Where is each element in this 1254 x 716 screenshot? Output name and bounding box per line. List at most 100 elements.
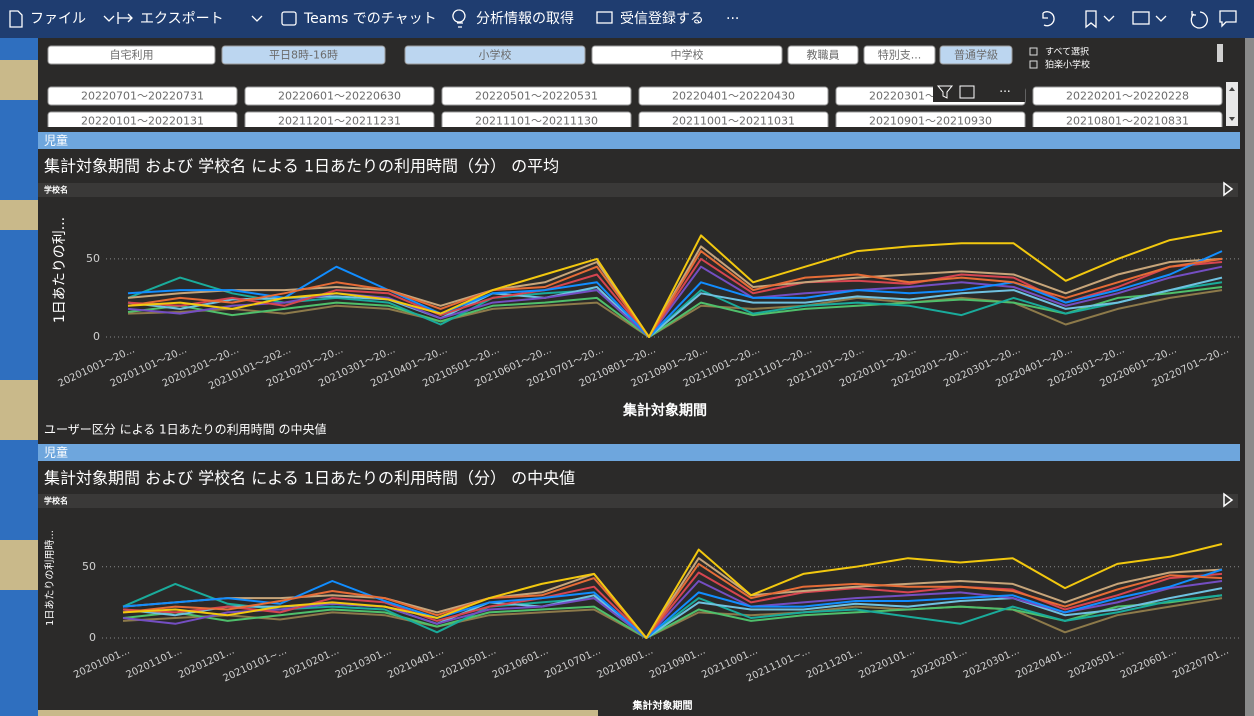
slicer-label: 小学校 — [479, 48, 512, 62]
chart-title: 集計対象期間 および 学校名 による 1日あたりの利用時間（分） の平均 — [44, 157, 559, 176]
legend-next[interactable] — [1223, 181, 1234, 197]
series-line — [122, 562, 1223, 639]
date-button[interactable] — [1032, 86, 1223, 106]
backdrop — [0, 380, 38, 440]
y-tick-label: 50 — [86, 252, 100, 265]
slicer-button[interactable] — [863, 45, 936, 65]
slicer-button[interactable] — [404, 45, 586, 65]
visual-title: ユーザー区分 による 1日あたりの利用時間 の中央値 — [44, 422, 326, 437]
slicers: 自宅利用 平日8時-16時 小学校 中学校 教職員 特別支... 普通学級 すべて選択狛楽小学… — [47, 45, 1223, 130]
legend-bar — [38, 494, 1238, 508]
export-icon — [117, 12, 133, 24]
backdrop — [0, 200, 38, 230]
series-line — [122, 580, 1223, 639]
date-button[interactable] — [244, 86, 435, 106]
legend-bar — [38, 183, 1238, 197]
toolbar-item[interactable]: 分析情報の取得 — [476, 10, 574, 27]
date-label: 20220201～20220228 — [1066, 90, 1189, 103]
legend-title: 学校名 — [44, 496, 68, 506]
slicer-label: 中学校 — [671, 48, 704, 62]
chevron — [103, 15, 115, 22]
y-tick-label: 0 — [93, 330, 100, 343]
more-options[interactable]: ··· — [999, 85, 1010, 99]
series-line — [127, 289, 1223, 338]
bookmark-icon — [1085, 10, 1097, 29]
slicer-button[interactable] — [221, 45, 386, 65]
backdrop — [38, 710, 598, 716]
toolbar-item[interactable]: ファイル — [30, 11, 86, 27]
chevron — [1103, 15, 1115, 22]
checkbox-label: すべて選択 — [1045, 46, 1089, 58]
file-icon — [9, 10, 23, 28]
date-button[interactable] — [638, 111, 829, 130]
slicer-label: 自宅利用 — [110, 48, 154, 62]
date-button[interactable] — [47, 111, 238, 130]
date-label: 20220601～20220630 — [278, 90, 401, 103]
toolbar — [0, 0, 1254, 38]
y-tick-label: 0 — [89, 631, 96, 644]
slicer-button[interactable] — [787, 45, 859, 65]
date-button[interactable] — [441, 111, 632, 130]
date-button[interactable] — [1032, 111, 1223, 130]
slicer-label: 特別支... — [878, 48, 922, 62]
visual-header-icons: ··· — [933, 82, 1025, 102]
toolbar-item[interactable]: ··· — [726, 11, 739, 27]
refresh-icon — [1190, 11, 1208, 29]
series-line — [127, 250, 1223, 338]
series-line — [122, 594, 1223, 639]
filter-icon[interactable] — [936, 85, 954, 99]
report-canvas — [38, 38, 1245, 716]
series-line — [122, 582, 1223, 639]
section-header — [38, 444, 1240, 461]
y-tick-label: 50 — [82, 560, 96, 573]
checkbox[interactable] — [1029, 47, 1038, 56]
toolbar-item[interactable]: Teams でのチャット — [303, 11, 437, 27]
date-label: 20211001～20211031 — [672, 115, 795, 128]
slicer-button[interactable] — [47, 45, 216, 65]
date-button[interactable] — [47, 86, 238, 106]
scroll-thumb — [1217, 44, 1223, 62]
slicer-button[interactable] — [939, 45, 1013, 65]
backdrop — [0, 0, 38, 716]
date-scrollbar[interactable] — [1226, 82, 1238, 126]
series-line — [127, 286, 1223, 338]
date-button[interactable] — [638, 86, 829, 106]
slicer-label: 普通学級 — [954, 48, 998, 62]
x-axis-title: 集計対象期間 — [632, 699, 693, 712]
backdrop — [0, 540, 38, 590]
series-line — [122, 568, 1223, 639]
x-axis-title: 集計対象期間 — [622, 402, 707, 419]
date-button[interactable] — [441, 86, 632, 106]
series-line — [122, 543, 1223, 639]
reset-icon — [1042, 11, 1055, 27]
y-axis-title: 1日あたりの利用時... — [44, 530, 56, 626]
icon-bg — [933, 82, 1025, 102]
teams-icon — [281, 11, 297, 26]
section-header-label: 児童 — [44, 133, 68, 148]
slicer-label: 教職員 — [807, 49, 840, 62]
slicer-button[interactable] — [591, 45, 783, 65]
scrollbar-edge — [1245, 38, 1254, 716]
series-line — [127, 276, 1223, 338]
checkbox[interactable] — [1029, 60, 1038, 69]
section-header-label: 児童 — [44, 445, 68, 460]
date-label: 20211201～20211231 — [278, 115, 401, 128]
date-label: 20220101～20220131 — [81, 115, 204, 128]
date-button[interactable] — [244, 111, 435, 130]
date-label: 20220401～20220430 — [672, 90, 795, 103]
date-label: 20211101～20211130 — [475, 115, 598, 128]
focus-icon[interactable] — [959, 85, 975, 99]
legend-next[interactable] — [1223, 492, 1234, 508]
toolbar-item[interactable]: エクスポート — [140, 11, 224, 27]
date-slicer: 20220701～20220731 20220601～20220630 202205… — [47, 86, 1223, 130]
date-label: 20220501～20220531 — [475, 90, 598, 103]
section-header — [38, 132, 1240, 149]
date-label: 20220701～20220731 — [81, 90, 204, 103]
insights-icon — [452, 9, 466, 28]
y-axis-title: 1日あたりの利... — [52, 217, 68, 323]
comment-icon — [1219, 10, 1237, 28]
date-button[interactable] — [835, 111, 1026, 130]
series-line — [122, 597, 1223, 639]
toolbar-item[interactable]: 受信登録する — [620, 11, 704, 27]
